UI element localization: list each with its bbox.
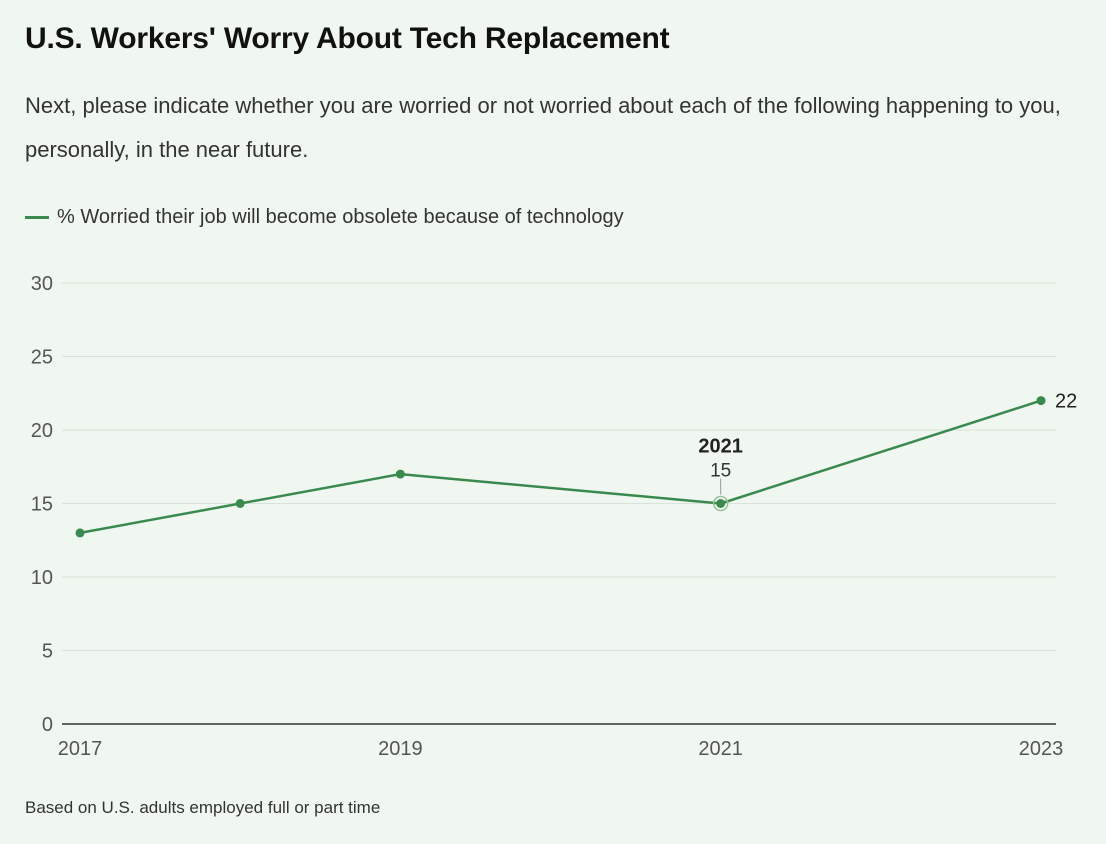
y-tick-label: 25 <box>31 347 53 369</box>
footnote: Based on U.S. adults employed full or pa… <box>25 798 381 817</box>
data-point <box>1036 396 1046 406</box>
y-tick-label: 5 <box>42 641 53 663</box>
y-tick-label: 30 <box>31 273 53 295</box>
y-tick-label: 20 <box>31 420 53 442</box>
end-value-label: 22 <box>1055 391 1077 413</box>
data-point <box>235 499 245 508</box>
x-tick-label: 2023 <box>1019 738 1064 760</box>
chart-title: U.S. Workers' Worry About Tech Replaceme… <box>25 22 670 55</box>
data-point <box>395 469 405 479</box>
legend: % Worried their job will become obsolete… <box>25 206 624 229</box>
series-line <box>79 399 1042 535</box>
x-tick-label: 2019 <box>378 738 423 760</box>
x-tick-label: 2017 <box>58 738 103 760</box>
annotation-value: 15 <box>710 461 731 482</box>
y-tick-label: 15 <box>31 494 53 516</box>
chart-subtitle: Next, please indicate whether you are wo… <box>25 93 1061 162</box>
data-point <box>75 528 85 538</box>
legend-label: % Worried their job will become obsolete… <box>57 206 624 228</box>
x-tick-label: 2021 <box>698 738 743 760</box>
y-tick-label: 10 <box>31 567 53 589</box>
legend-swatch <box>25 216 49 219</box>
annotation-ring <box>712 495 729 512</box>
data-point <box>716 499 726 508</box>
y-tick-label: 0 <box>42 714 53 736</box>
annotation-year: 2021 <box>698 436 743 458</box>
